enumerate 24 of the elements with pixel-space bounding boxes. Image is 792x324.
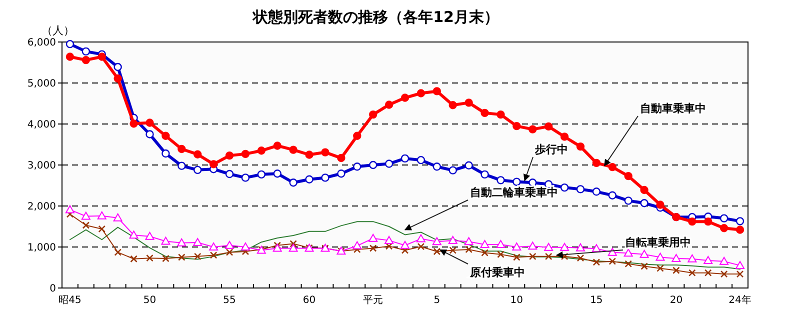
y-tick-label: 6,000 [27, 38, 56, 48]
series-label: 原付乗車中 [469, 266, 525, 279]
x-tick-label: 15 [590, 295, 603, 306]
chart-title: 状態別死者数の推移（各年12月末） [252, 8, 499, 26]
x-tick-label: 60 [302, 295, 316, 306]
text: 歩行中 [534, 143, 568, 156]
text: 自動車乗車中 [640, 102, 706, 115]
text: 自動二輪車乗車中 [470, 186, 558, 199]
x-tick-label: 50 [143, 295, 156, 306]
series-label: 自転車乗用中 [625, 236, 691, 249]
x-tick-label: 5 [434, 295, 440, 306]
x-tick-label: 平元 [363, 295, 384, 306]
y-tick-label: 0 [50, 284, 56, 294]
y-tick-label: 4,000 [27, 120, 56, 130]
y-axis-title: （人） [42, 24, 74, 37]
y-tick-label: 2,000 [27, 202, 56, 212]
y-tick-label: 1,000 [27, 242, 56, 254]
x-tick-label: 10 [510, 295, 524, 306]
x-tick-label: 昭45 [58, 295, 82, 306]
x-tick-label: 24年 [728, 294, 752, 306]
y-tick-label: 5,000 [27, 78, 56, 90]
y-tick-label: 3,000 [27, 160, 56, 172]
x-tick-label: 55 [223, 295, 236, 306]
x-tick-label: 20 [670, 295, 683, 306]
